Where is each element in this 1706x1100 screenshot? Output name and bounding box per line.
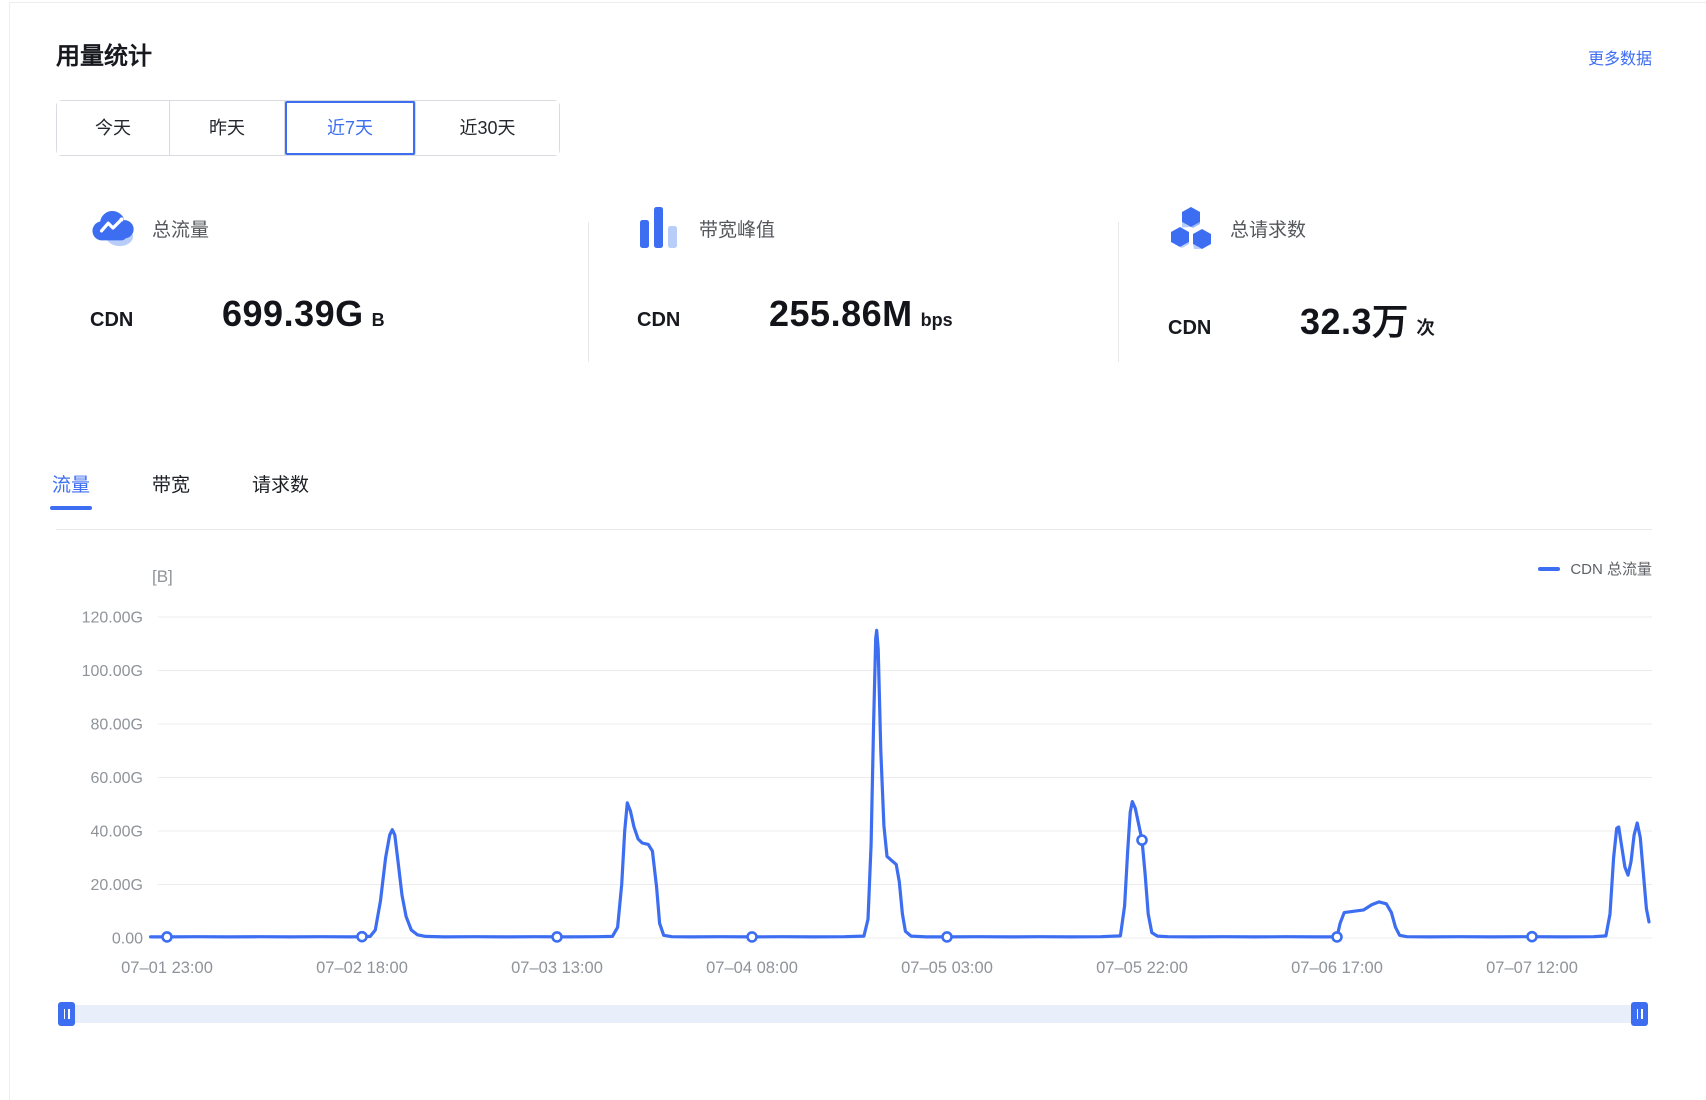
stat-unit: B (371, 310, 385, 330)
data-point-marker[interactable] (161, 931, 173, 943)
data-point-marker[interactable] (746, 931, 758, 943)
legend-label: CDN 总流量 (1570, 561, 1652, 578)
y-axis-tick-label: 100.00G (82, 663, 143, 680)
data-point-marker[interactable] (941, 931, 953, 943)
stat-value: 699.39G (222, 293, 364, 334)
stat-divider (588, 222, 589, 362)
stat-label: 总流量 (152, 219, 210, 241)
y-axis-tick-label: 60.00G (91, 770, 143, 787)
range-button-last-30-days[interactable]: 近30天 (416, 101, 559, 155)
x-axis-tick-label: 07–01 23:00 (121, 959, 213, 977)
x-axis-tick-label: 07–02 18:00 (316, 959, 408, 977)
data-point-marker[interactable] (551, 931, 563, 943)
stat-unit: bps (920, 310, 953, 330)
panel-left-border (9, 2, 10, 1100)
range-button-yesterday[interactable]: 昨天 (170, 101, 285, 155)
tab-traffic[interactable]: 流量 (49, 470, 93, 510)
stat-product: CDN (90, 309, 134, 331)
chart-metric-tabs: 流量 带宽 请求数 (49, 470, 310, 510)
x-axis-tick-label: 07–03 13:00 (511, 959, 603, 977)
range-button-today[interactable]: 今天 (57, 101, 170, 155)
x-axis-tick-label: 07–06 17:00 (1291, 959, 1383, 977)
stat-divider (1118, 222, 1119, 362)
panel-top-border (9, 2, 1706, 3)
legend-line-swatch (1538, 566, 1561, 571)
chart-legend[interactable]: CDN 总流量 (1538, 558, 1652, 579)
stat-label: 总请求数 (1230, 219, 1307, 241)
tab-requests[interactable]: 请求数 (252, 475, 310, 496)
y-axis-tick-label: 20.00G (91, 877, 143, 894)
time-range-button-group: 今天 昨天 近7天 近30天 (56, 100, 560, 156)
tab-bandwidth[interactable]: 带宽 (152, 475, 191, 496)
x-axis-tick-label: 07–07 12:00 (1486, 959, 1578, 977)
stat-card-total-requests: 总请求数 CDN 32.3万 次 (1168, 205, 1435, 345)
bandwidth-bars-icon (637, 205, 683, 251)
range-button-last-7-days[interactable]: 近7天 (285, 101, 416, 155)
data-point-marker[interactable] (1526, 930, 1538, 943)
y-axis-tick-label: 0.00 (112, 931, 143, 948)
data-point-marker[interactable] (1331, 931, 1343, 943)
chart-range-scrollbar-track[interactable] (58, 1005, 1648, 1023)
data-point-marker[interactable] (1136, 834, 1148, 846)
y-axis-unit-label: [B] (152, 567, 173, 586)
stat-value: 32.3万 (1300, 301, 1409, 342)
more-data-link[interactable]: 更多数据 (1587, 51, 1652, 68)
chart-range-right-handle[interactable] (1631, 1002, 1648, 1026)
y-axis-tick-label: 40.00G (91, 824, 143, 841)
data-point-marker[interactable] (356, 930, 368, 943)
page-title: 用量统计 (56, 43, 152, 70)
stat-product: CDN (637, 309, 681, 331)
stat-unit: 次 (1416, 318, 1435, 338)
y-axis-tick-label: 120.00G (82, 610, 143, 627)
stat-label: 带宽峰值 (699, 219, 776, 241)
traffic-line-chart[interactable]: 0.00 20.00G 40.00G 60.00G 80.00G 100.00G 120.0… (0, 540, 1706, 1010)
requests-cubes-icon (1168, 205, 1214, 251)
traffic-series-line (149, 628, 1651, 939)
stat-card-bandwidth-peak: 带宽峰值 CDN 255.86M bps (637, 205, 953, 335)
stat-card-total-traffic: 总流量 CDN 699.39G B (90, 205, 385, 335)
x-axis-tick-label: 07–04 08:00 (706, 959, 798, 977)
cloud-traffic-icon (90, 205, 136, 251)
chart-range-left-handle[interactable] (58, 1002, 75, 1026)
stat-product: CDN (1168, 317, 1212, 339)
tabs-divider (56, 529, 1652, 530)
y-axis-tick-label: 80.00G (91, 717, 143, 734)
stat-value: 255.86M (769, 293, 913, 334)
x-axis-tick-label: 07–05 03:00 (901, 959, 993, 977)
x-axis-tick-label: 07–05 22:00 (1096, 959, 1188, 977)
